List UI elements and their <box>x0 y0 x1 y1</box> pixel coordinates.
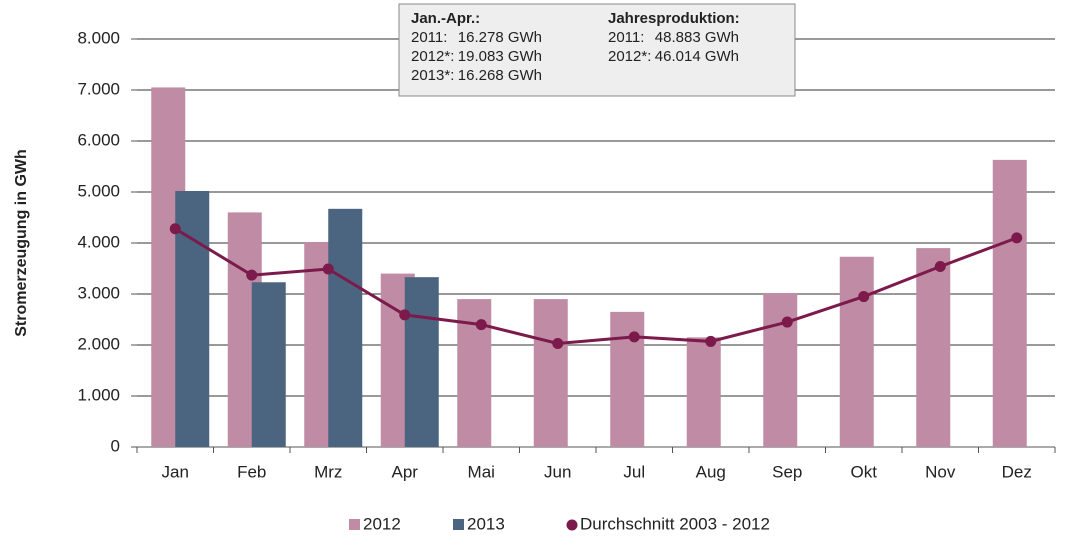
annotation-value: 16.278 GWh <box>458 29 542 46</box>
line-marker <box>322 263 334 275</box>
line-marker <box>628 331 640 343</box>
y-tick-label: 0 <box>111 436 120 455</box>
annotation-box <box>398 3 796 97</box>
line-marker <box>781 316 793 328</box>
line-marker <box>1011 232 1023 244</box>
x-tick-label: Mai <box>468 462 495 481</box>
line-marker <box>934 260 946 272</box>
y-tick-label: 5.000 <box>77 181 120 200</box>
x-tick-label: Dez <box>1002 462 1032 481</box>
x-tick-label: Okt <box>851 462 878 481</box>
line-marker <box>169 223 181 235</box>
bar <box>328 208 363 447</box>
bar <box>686 337 721 447</box>
y-tick-label: 4.000 <box>77 232 120 251</box>
legend-label: 2013 <box>467 514 505 533</box>
legend-marker <box>349 519 360 530</box>
bar <box>839 256 874 447</box>
y-tick-label: 2.000 <box>77 334 120 353</box>
x-tick-label: Apr <box>392 462 419 481</box>
legend-label: Durchschnitt 2003 - 2012 <box>580 514 770 533</box>
annotation-value: 16.268 GWh <box>458 67 542 84</box>
line <box>174 227 1018 345</box>
annotation-heading: Jahresproduktion: <box>608 10 740 27</box>
y-tick-label: 7.000 <box>77 79 120 98</box>
line-marker <box>246 269 258 281</box>
line-marker <box>858 291 870 303</box>
annotation-label: 2013*: <box>411 67 454 84</box>
bar <box>916 248 951 447</box>
x-tick-label: Nov <box>925 462 956 481</box>
y-tick-label: 6.000 <box>77 130 120 149</box>
y-tick-label: 8.000 <box>77 28 120 47</box>
x-tick-label: Jul <box>623 462 645 481</box>
x-tick-label: Feb <box>237 462 266 481</box>
legend-marker <box>453 519 464 530</box>
x-tick-label: Sep <box>772 462 802 481</box>
y-axis-label: Stromerzeugung in GWh <box>13 149 30 337</box>
line-marker <box>475 319 487 331</box>
bar <box>763 292 798 447</box>
line-marker <box>399 309 411 321</box>
annotation-label: 2012*: <box>411 48 454 65</box>
y-tick-label: 3.000 <box>77 283 120 302</box>
annotation-heading: Jan.-Apr.: <box>411 10 480 27</box>
legend-marker <box>566 519 578 531</box>
bar <box>610 311 645 447</box>
y-tick-label: 1.000 <box>77 385 120 404</box>
x-tick-label: Jun <box>544 462 571 481</box>
bar <box>533 299 568 447</box>
annotation-value: 46.014 GWh <box>655 48 739 65</box>
bar <box>404 277 439 447</box>
line-marker <box>705 335 717 347</box>
annotation-value: 19.083 GWh <box>458 48 542 65</box>
line-marker <box>552 337 564 349</box>
annotation-value: 48.883 GWh <box>655 29 739 46</box>
annotation-label: 2011: <box>411 29 447 46</box>
x-tick-label: Mrz <box>314 462 342 481</box>
x-tick-label: Aug <box>696 462 726 481</box>
bar <box>992 159 1027 447</box>
annotation-label: 2011: <box>608 29 644 46</box>
x-tick-label: Jan <box>162 462 189 481</box>
legend-label: 2012 <box>363 514 401 533</box>
bar <box>251 282 286 447</box>
annotation-label: 2012*: <box>608 48 651 65</box>
